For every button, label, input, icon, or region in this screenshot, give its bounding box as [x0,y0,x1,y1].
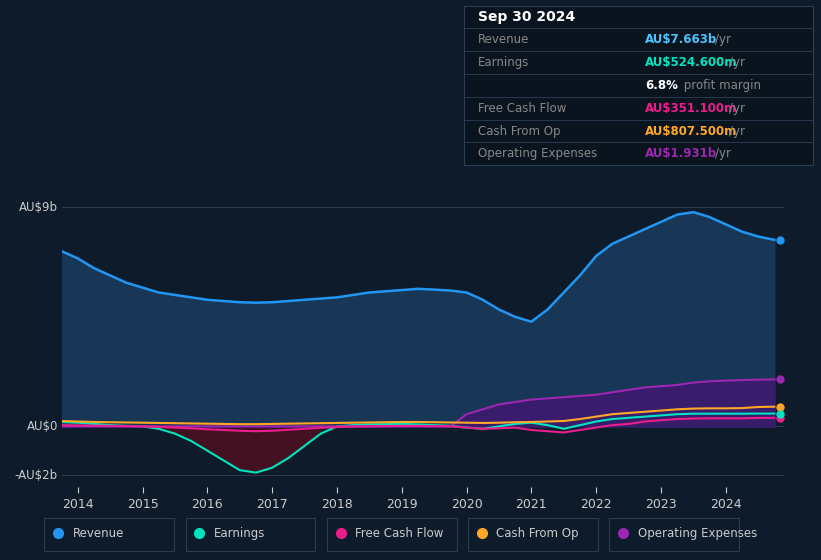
Text: AU$7.663b: AU$7.663b [645,33,718,46]
FancyBboxPatch shape [186,519,315,551]
Text: /yr: /yr [729,56,745,69]
Text: Cash From Op: Cash From Op [497,527,579,540]
Text: AU$9b: AU$9b [19,201,58,214]
Text: AU$351.100m: AU$351.100m [645,102,737,115]
Text: Free Cash Flow: Free Cash Flow [478,102,566,115]
Text: /yr: /yr [729,124,745,138]
Text: Sep 30 2024: Sep 30 2024 [478,10,575,24]
Text: Revenue: Revenue [478,33,530,46]
FancyBboxPatch shape [44,519,174,551]
FancyBboxPatch shape [609,519,739,551]
Text: AU$807.500m: AU$807.500m [645,124,737,138]
Text: Operating Expenses: Operating Expenses [478,147,597,160]
Text: AU$0: AU$0 [26,420,58,433]
Text: Free Cash Flow: Free Cash Flow [355,527,443,540]
Text: /yr: /yr [729,102,745,115]
Text: /yr: /yr [715,147,731,160]
Text: Operating Expenses: Operating Expenses [638,527,757,540]
Text: AU$524.600m: AU$524.600m [645,56,738,69]
FancyBboxPatch shape [327,519,456,551]
Text: /yr: /yr [715,33,731,46]
Text: -AU$2b: -AU$2b [15,469,58,482]
Text: Cash From Op: Cash From Op [478,124,560,138]
FancyBboxPatch shape [468,519,598,551]
Text: AU$1.931b: AU$1.931b [645,147,718,160]
Text: profit margin: profit margin [680,79,761,92]
Text: 6.8%: 6.8% [645,79,678,92]
Text: Earnings: Earnings [213,527,265,540]
Text: Revenue: Revenue [72,527,124,540]
Text: Earnings: Earnings [478,56,530,69]
